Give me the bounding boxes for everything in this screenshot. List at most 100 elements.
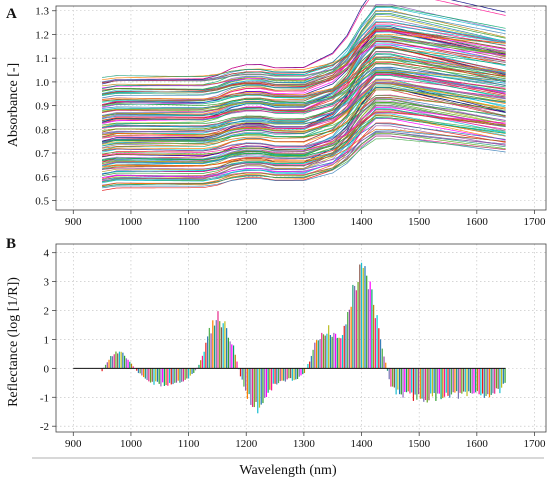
reflectance-bar — [269, 368, 271, 390]
reflectance-bar — [182, 368, 184, 382]
spectrum-line — [102, 118, 506, 178]
reflectance-bar — [317, 340, 319, 369]
spectrum-line — [102, 35, 506, 113]
spectrum-line — [102, 39, 506, 95]
y-tick-label: 0 — [44, 363, 50, 375]
reflectance-bar — [374, 318, 376, 369]
y-tick-label: 0.5 — [35, 196, 49, 208]
reflectance-bar — [388, 368, 390, 380]
reflectance-bar — [480, 368, 482, 396]
reflectance-bar — [336, 337, 338, 369]
reflectance-bar — [151, 368, 153, 382]
y-tick-label: 1.0 — [35, 77, 49, 89]
reflectance-bar — [215, 320, 217, 369]
y-tick-label: -2 — [40, 421, 49, 433]
reflectance-bar — [476, 368, 478, 392]
reflectance-bar — [481, 368, 484, 394]
spectrum-line — [102, 58, 506, 113]
reflectance-bar — [144, 368, 146, 379]
reflectance-bar — [139, 368, 141, 374]
reflectance-bar — [257, 368, 259, 414]
reflectance-bar — [315, 340, 318, 369]
reflectance-bar — [248, 368, 250, 395]
reflectance-bar — [499, 368, 501, 394]
spectrum-line — [102, 122, 506, 191]
reflectance-bar — [369, 281, 371, 369]
reflectance-bar — [438, 368, 440, 394]
reflectance-bar — [155, 368, 157, 382]
reflectance-bar — [433, 368, 435, 393]
reflectance-bar — [258, 368, 261, 408]
reflectance-bar — [452, 368, 454, 393]
y-tick-label: 2 — [44, 306, 50, 318]
reflectance-bar — [177, 368, 179, 381]
reflectance-bar — [189, 368, 191, 376]
reflectance-bar — [167, 368, 169, 386]
reflectance-bar — [416, 368, 418, 400]
reflectance-bar — [464, 368, 466, 392]
reflectance-bar — [181, 368, 183, 382]
y-tick-label: 1 — [44, 334, 50, 346]
reflectance-bar — [411, 368, 413, 393]
x-tick-label: 900 — [65, 438, 82, 450]
spectrum-line — [102, 36, 506, 125]
x-tick-label: 1300 — [293, 216, 316, 228]
reflectance-bar — [504, 368, 506, 383]
reflectance-bar — [231, 344, 233, 369]
spectrum-line — [102, 101, 506, 143]
reflectance-bar — [111, 356, 114, 369]
reflectance-bar — [274, 368, 276, 384]
x-tick-label: 1400 — [351, 216, 374, 228]
reflectance-bar — [136, 368, 138, 371]
reflectance-bar — [473, 368, 475, 394]
reflectance-bar — [379, 339, 382, 369]
panel-a-spectra — [102, 0, 506, 191]
spectrum-line — [102, 34, 506, 81]
reflectance-bar — [450, 368, 453, 395]
reflectance-bar — [118, 351, 121, 369]
reflectance-bar — [449, 368, 451, 398]
reflectance-bar — [366, 275, 368, 369]
reflectance-bar — [288, 368, 290, 379]
reflectance-bar — [124, 355, 126, 369]
reflectance-bar — [101, 368, 103, 372]
panel-a-plot-frame — [55, 5, 547, 211]
reflectance-bar — [312, 349, 314, 369]
spectrum-line — [102, 87, 506, 128]
reflectance-bar — [207, 336, 209, 369]
reflectance-bar — [421, 368, 423, 399]
reflectance-bar — [203, 351, 205, 369]
reflectance-bar — [113, 354, 115, 369]
spectrum-line — [102, 82, 506, 134]
reflectance-bar — [343, 325, 345, 369]
spectrum-line — [102, 89, 506, 131]
spectrum-line — [102, 115, 506, 155]
spectrum-line — [102, 0, 506, 84]
x-tick-label: 1000 — [120, 216, 143, 228]
reflectance-bar — [501, 368, 503, 388]
reflectance-bar — [205, 342, 207, 369]
reflectance-bar — [208, 327, 210, 369]
reflectance-bar — [412, 368, 415, 401]
reflectance-bar — [219, 321, 221, 369]
reflectance-bar — [345, 324, 347, 369]
y-tick-label: 0.6 — [35, 172, 49, 184]
reflectance-bar — [469, 368, 472, 393]
reflectance-bar — [279, 368, 281, 382]
spectrum-line — [102, 56, 506, 101]
spectrum-line — [102, 53, 506, 122]
reflectance-bar — [291, 368, 293, 381]
reflectance-bar — [141, 368, 143, 376]
reflectance-bar — [239, 368, 242, 377]
reflectance-bar — [156, 368, 159, 382]
spectrum-line — [102, 98, 506, 161]
reflectance-bar — [352, 284, 354, 369]
reflectance-bar — [341, 335, 344, 369]
spectrum-line — [102, 131, 506, 170]
spectrum-line — [102, 100, 506, 152]
reflectance-bar — [229, 341, 231, 369]
reflectance-bar — [488, 368, 491, 398]
reflectance-bar — [172, 368, 174, 385]
spectrum-line — [102, 86, 506, 183]
spectrum-line — [102, 23, 506, 105]
